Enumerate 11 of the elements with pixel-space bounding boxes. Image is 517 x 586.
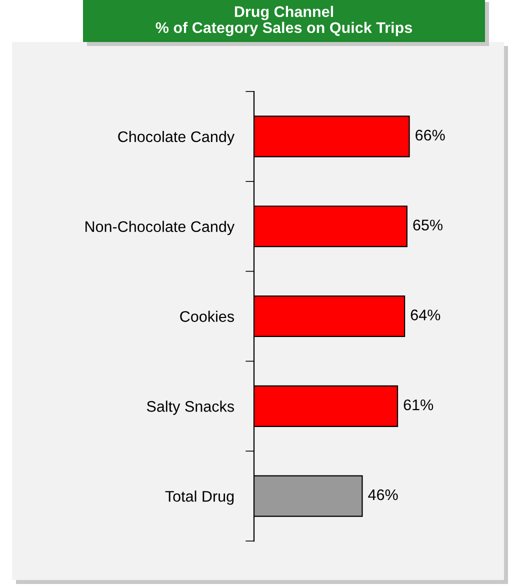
- data-label: 65%: [413, 220, 442, 230]
- data-label: 64%: [410, 310, 440, 320]
- y-tick-label: Cookies: [180, 310, 234, 322]
- chart-title: Drug Channel % of Category Sales on Quick Trips: [156, 6, 412, 36]
- y-tick-label: Total Drug: [165, 490, 234, 505]
- data-label: 66%: [416, 130, 445, 141]
- y-tick-label: Salty Snacks: [146, 400, 234, 415]
- data-label: 61%: [404, 399, 434, 410]
- data-label: 46%: [368, 489, 398, 500]
- y-tick-label: Non-Chocolate Candy: [86, 220, 235, 236]
- y-tick-label: Chocolate Candy: [118, 130, 235, 146]
